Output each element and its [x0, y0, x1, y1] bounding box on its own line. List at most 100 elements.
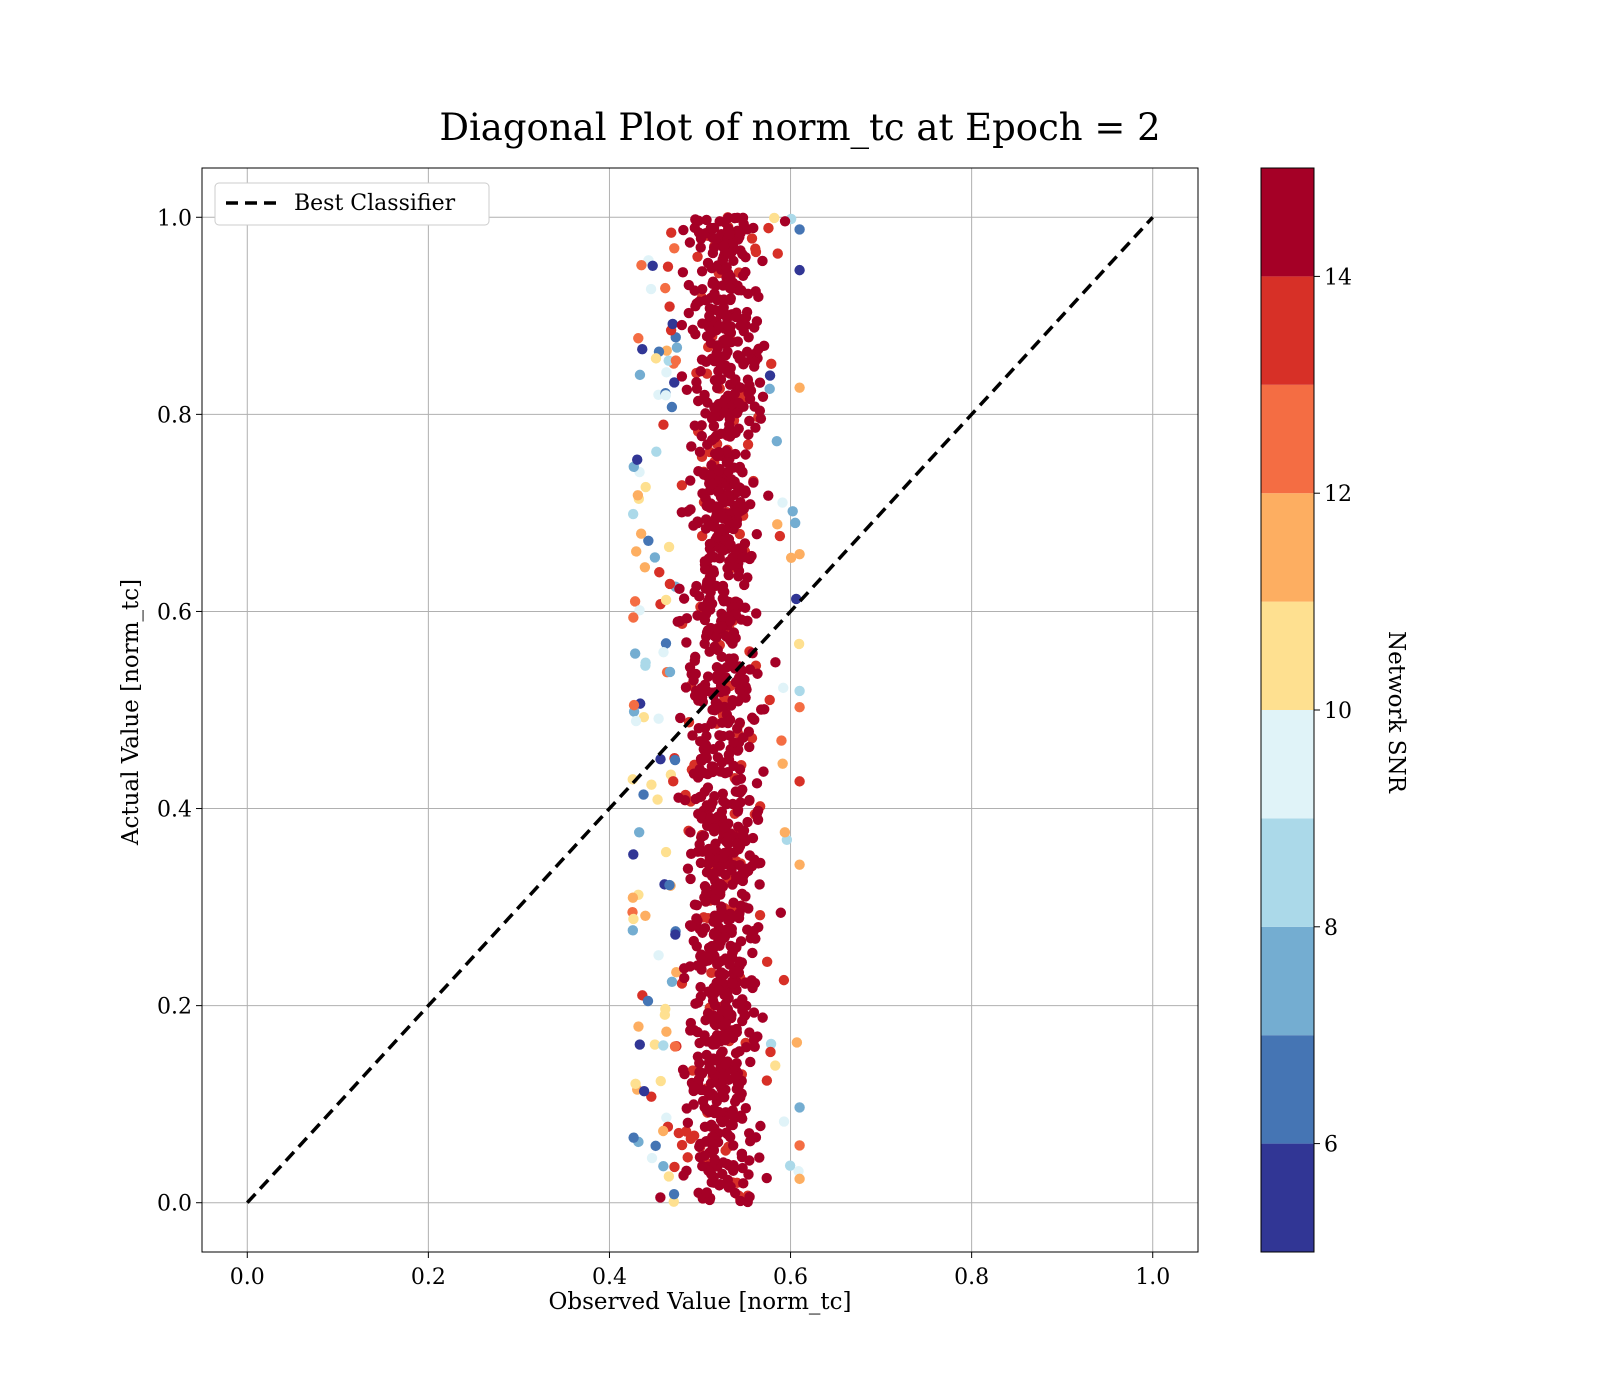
scatter-point [702, 1007, 714, 1019]
x-tick-label: 1.0 [1135, 1265, 1170, 1290]
scatter-point [700, 896, 711, 907]
scatter-point [643, 535, 654, 546]
scatter-point [655, 1075, 666, 1087]
scatter-point [771, 435, 783, 447]
scatter-point [705, 812, 716, 824]
scatter-point [691, 913, 702, 924]
scatter-point [692, 395, 704, 407]
scatter-point [723, 1008, 734, 1020]
scatter-point [684, 237, 696, 248]
scatter-point [721, 261, 732, 273]
scatter-point [711, 531, 723, 543]
scatter-point [646, 779, 657, 790]
scatter-point [713, 465, 724, 477]
scatter-point [716, 806, 728, 817]
scatter-point [726, 864, 737, 876]
scatter-point [701, 731, 712, 742]
x-tick-label: 0.6 [773, 1265, 808, 1290]
x-tick-label: 0.4 [592, 1265, 627, 1290]
scatter-point [706, 718, 717, 730]
scatter-point [717, 788, 729, 799]
scatter-point [717, 580, 729, 592]
scatter-point [757, 1012, 768, 1023]
best-classifier-line [245, 216, 1155, 1204]
scatter-point [723, 248, 734, 259]
scatter-point [740, 266, 751, 278]
scatter-point [678, 224, 689, 236]
scatter-point [709, 1154, 720, 1165]
scatter-point [683, 307, 694, 319]
scatter-point [746, 233, 758, 244]
scatter-point [724, 229, 735, 240]
scatter-point [764, 370, 776, 381]
scatter-point [685, 873, 696, 885]
scatter-point [727, 978, 738, 990]
scatter-point [745, 1056, 756, 1068]
scatter-point [731, 407, 743, 419]
scatter-point [716, 904, 727, 916]
scatter-point [731, 723, 743, 734]
colorbar-tick-label: 8 [1324, 916, 1338, 941]
scatter-point [735, 227, 746, 239]
scatter-point [679, 972, 690, 984]
scatter-point [728, 760, 739, 772]
scatter-point [787, 506, 798, 517]
scatter-point [764, 694, 775, 706]
scatter-point [655, 1192, 666, 1203]
scatter-point [636, 259, 647, 271]
scatter-point [779, 827, 791, 838]
scatter-point [635, 528, 647, 539]
scatter-point [770, 1060, 781, 1071]
y-tick-label: 0.6 [157, 600, 192, 625]
scatter-point [743, 429, 754, 440]
scatter-point [661, 367, 672, 378]
scatter-point [707, 1055, 718, 1067]
scatter-point [718, 796, 729, 807]
scatter-point [725, 615, 736, 627]
scatter-point [738, 503, 749, 515]
scatter-point [628, 699, 640, 711]
scatter-point [704, 310, 715, 322]
scatter-point [681, 637, 692, 648]
scatter-point [721, 631, 733, 643]
scatter-point [660, 846, 672, 858]
scatter-point [628, 612, 639, 623]
scatter-point [700, 739, 712, 751]
scatter-point [705, 1064, 717, 1076]
scatter-point [672, 616, 683, 627]
scatter-point [742, 816, 753, 828]
scatter-point [738, 1178, 749, 1189]
scatter-point [695, 366, 706, 377]
scatter-point [651, 446, 662, 457]
scatter-point [664, 666, 676, 678]
scatter-point [743, 726, 755, 737]
scatter-point [702, 257, 714, 269]
scatter-point [706, 1138, 717, 1149]
scatter-point [658, 646, 669, 658]
scatter-point [694, 1058, 705, 1069]
scatter-point [722, 346, 733, 358]
y-tick-label: 0.2 [157, 995, 192, 1020]
scatter-point [766, 358, 777, 370]
scatter-point [765, 1038, 777, 1050]
scatter-point [720, 1032, 731, 1044]
scatter-point [739, 579, 750, 591]
scatter-point [776, 735, 787, 746]
scatter-point [692, 772, 704, 783]
scatter-point [778, 974, 790, 986]
scatter-point [693, 1187, 704, 1199]
scatter-point [734, 684, 745, 696]
scatter-point [696, 420, 707, 431]
scatter-point [646, 1091, 657, 1102]
scatter-point [638, 789, 649, 800]
scatter-point [708, 565, 719, 576]
scatter-point [714, 1179, 726, 1190]
colorbar-band [1261, 926, 1314, 1036]
scatter-point [705, 222, 717, 234]
scatter-point [690, 668, 701, 680]
scatter-point [663, 1171, 675, 1182]
scatter-point [754, 1152, 765, 1163]
colorbar-tick-label: 10 [1324, 699, 1352, 724]
scatter-point [742, 439, 754, 450]
scatter-point [736, 1148, 747, 1160]
